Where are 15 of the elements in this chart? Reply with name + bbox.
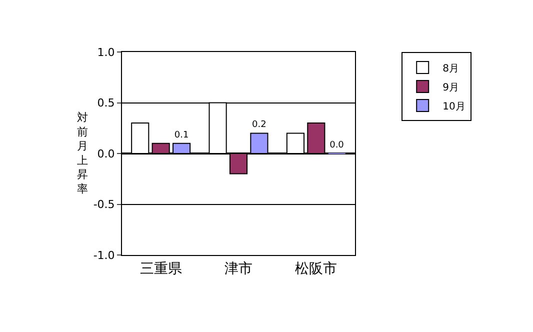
y-tick-label: 1.0 [97, 46, 115, 59]
legend-label: 8月 [442, 63, 459, 74]
y-tick-label: 0.5 [97, 96, 115, 110]
data-label: 0.1 [174, 130, 189, 140]
data-label: 0.2 [252, 120, 266, 130]
legend-label: 9月 [442, 82, 459, 94]
x-tick-label: 津市 [224, 260, 252, 277]
legend-label: 10月 [442, 101, 466, 112]
y-axis-title: 対前月上昇率 [77, 111, 88, 196]
x-tick-label: 三重県 [140, 260, 182, 277]
data-label: 0.0 [330, 140, 344, 150]
x-tick-label: 松阪市 [295, 260, 338, 277]
y-tick-label: -1.0 [93, 248, 115, 262]
y-tick-label: -0.5 [93, 198, 115, 212]
y-tick-label: 0.0 [97, 147, 115, 160]
